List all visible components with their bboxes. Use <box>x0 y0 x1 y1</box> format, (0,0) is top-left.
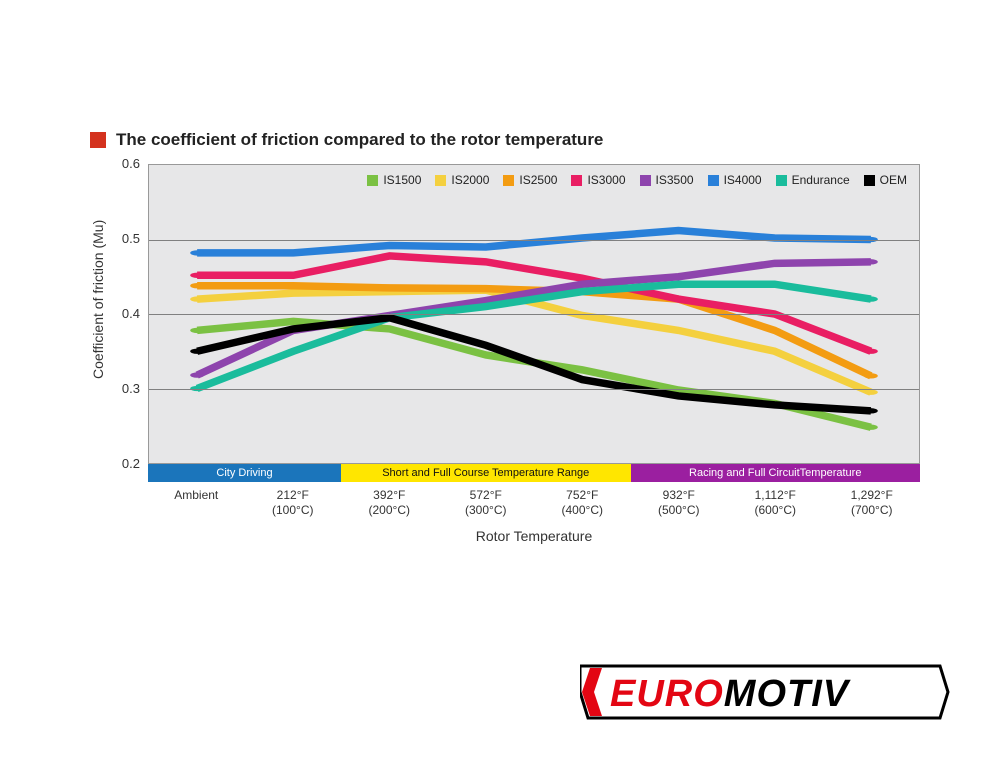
chart-body: Coefficient of friction (Mu) 0.60.50.40.… <box>90 164 920 544</box>
x-tick-label: 1,292°F(700°C) <box>824 488 921 518</box>
series-marker-icon <box>575 367 589 372</box>
x-tick-label: 752°F(400°C) <box>534 488 631 518</box>
series-marker-icon <box>768 349 782 354</box>
series-marker-icon <box>575 282 589 287</box>
series-marker-icon <box>864 373 878 378</box>
series-marker-icon <box>190 273 204 278</box>
series-marker-icon <box>286 290 300 295</box>
series-marker-icon <box>286 349 300 354</box>
series-marker-icon <box>671 393 685 398</box>
chart-title: The coefficient of friction compared to … <box>116 130 603 150</box>
series-marker-icon <box>479 259 493 264</box>
series-marker-icon <box>671 228 685 233</box>
series-marker-icon <box>864 390 878 395</box>
series-marker-icon <box>671 296 685 301</box>
series-marker-icon <box>286 283 300 288</box>
series-line <box>197 321 871 427</box>
grid-line <box>149 389 919 390</box>
series-marker-icon <box>479 244 493 249</box>
x-tick-label: Ambient <box>148 488 245 518</box>
range-band: City Driving <box>148 464 341 482</box>
series-marker-icon <box>479 343 493 348</box>
series-marker-icon <box>479 352 493 357</box>
series-marker-icon <box>190 349 204 354</box>
series-marker-icon <box>671 274 685 279</box>
series-marker-icon <box>190 283 204 288</box>
series-marker-icon <box>383 243 397 248</box>
series-marker-icon <box>864 296 878 301</box>
series-marker-icon <box>383 253 397 258</box>
series-marker-icon <box>383 285 397 290</box>
series-marker-icon <box>768 328 782 333</box>
series-marker-icon <box>190 250 204 255</box>
logo-part2: MOTIV <box>724 673 851 715</box>
series-marker-icon <box>671 328 685 333</box>
series-marker-icon <box>383 315 397 320</box>
chart-container: The coefficient of friction compared to … <box>90 130 920 544</box>
series-line <box>197 290 871 392</box>
grid-line <box>149 314 919 315</box>
series-marker-icon <box>383 326 397 331</box>
series-marker-icon <box>286 250 300 255</box>
series-marker-icon <box>671 282 685 287</box>
series-marker-icon <box>768 261 782 266</box>
x-tick-label: 392°F(200°C) <box>341 488 438 518</box>
y-axis-ticks: 0.60.50.40.30.2 <box>112 164 148 464</box>
x-tick-label: 212°F(100°C) <box>245 488 342 518</box>
range-band: Short and Full Course Temperature Range <box>341 464 631 482</box>
series-marker-icon <box>864 259 878 264</box>
title-bullet-icon <box>90 132 106 148</box>
x-tick-label: 1,112°F(600°C) <box>727 488 824 518</box>
series-marker-icon <box>479 286 493 291</box>
series-marker-icon <box>286 273 300 278</box>
series-marker-icon <box>190 296 204 301</box>
x-axis-ticks: Ambient212°F(100°C)392°F(200°C)572°F(300… <box>148 488 920 518</box>
logo-part1: EURO <box>610 673 724 715</box>
grid-line <box>149 240 919 241</box>
chart-title-row: The coefficient of friction compared to … <box>90 130 920 150</box>
series-line <box>197 284 871 388</box>
series-marker-icon <box>190 372 204 377</box>
plot-area: IS1500IS2000IS2500IS3000IS3500IS4000Endu… <box>148 164 920 464</box>
series-marker-icon <box>479 304 493 309</box>
x-tick-label: 932°F(500°C) <box>631 488 728 518</box>
series-marker-icon <box>768 282 782 287</box>
euromotiv-logo: EUROMOTIV <box>580 664 950 720</box>
series-marker-icon <box>286 326 300 331</box>
y-axis-label: Coefficient of friction (Mu) <box>90 164 106 464</box>
svg-text:EUROMOTIV: EUROMOTIV <box>610 673 851 715</box>
series-marker-icon <box>575 377 589 382</box>
series-line <box>197 231 871 253</box>
series-marker-icon <box>190 328 204 333</box>
series-marker-icon <box>864 349 878 354</box>
x-axis-label: Rotor Temperature <box>148 528 920 544</box>
x-tick-label: 572°F(300°C) <box>438 488 535 518</box>
series-marker-icon <box>575 289 589 294</box>
series-marker-icon <box>286 319 300 324</box>
series-marker-icon <box>864 425 878 430</box>
series-marker-icon <box>864 408 878 413</box>
temperature-range-bar: City DrivingShort and Full Course Temper… <box>148 464 920 482</box>
series-marker-icon <box>768 402 782 407</box>
range-band: Racing and Full CircuitTemperature <box>631 464 921 482</box>
